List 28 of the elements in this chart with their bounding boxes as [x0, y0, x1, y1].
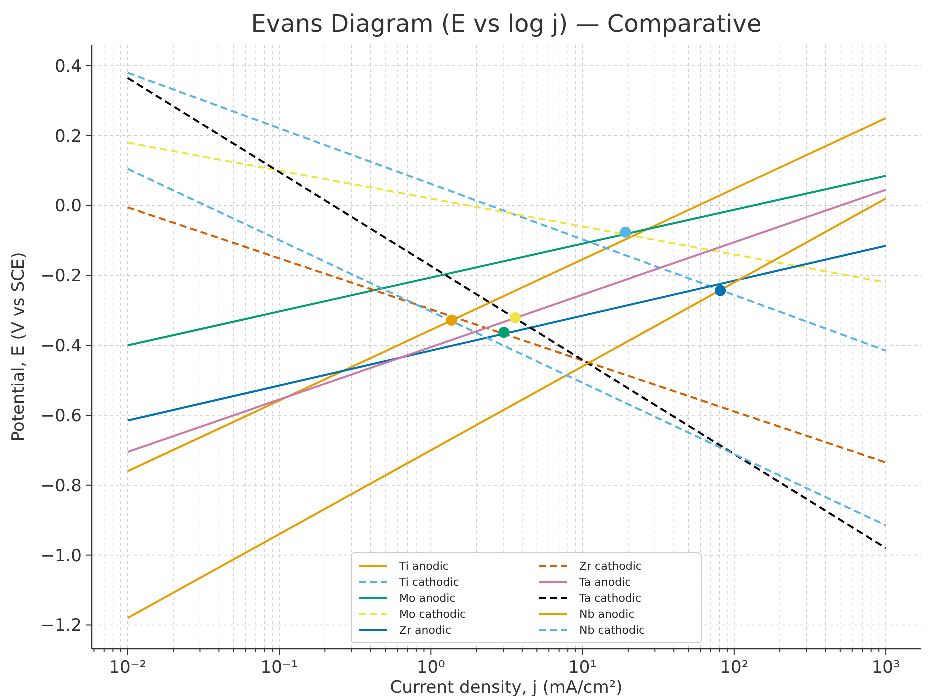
y-tick-label: −0.8 — [40, 476, 82, 496]
legend-label: Nb cathodic — [580, 624, 646, 637]
x-tick-label: 10⁻² — [109, 658, 147, 678]
chart-title: Evans Diagram (E vs log j) — Comparative — [251, 10, 762, 38]
legend-label: Mo anodic — [400, 592, 456, 605]
legend-label: Zr anodic — [400, 624, 452, 637]
y-tick-label: 0.4 — [54, 56, 82, 77]
y-tick-label: −1.2 — [40, 616, 82, 636]
x-tick-label: 10² — [720, 658, 749, 678]
legend-label: Ti anodic — [398, 560, 449, 573]
x-tick-label: 10⁰ — [416, 658, 446, 678]
y-tick-label: −0.6 — [40, 406, 82, 426]
y-tick-label: −1.0 — [40, 546, 82, 566]
y-tick-label: 0.2 — [54, 126, 82, 147]
legend-label: Zr cathodic — [580, 560, 642, 573]
legend-label: Ta cathodic — [578, 592, 642, 605]
x-axis-title: Current density, j (mA/cm²) — [390, 678, 623, 698]
y-tick-label: 0.0 — [54, 196, 82, 217]
y-tick-label: −0.4 — [40, 336, 82, 357]
legend-label: Ta anodic — [578, 576, 632, 589]
legend-label: Nb anodic — [580, 608, 635, 621]
y-axis-title: Potential, E (V vs SCE) — [9, 252, 29, 442]
legend-label: Ti cathodic — [398, 576, 460, 589]
x-tick-label: 10¹ — [568, 658, 598, 678]
x-tick-label: 10³ — [872, 658, 900, 678]
y-tick-label: −0.2 — [40, 266, 82, 287]
x-tick-label: 10⁻¹ — [260, 658, 298, 678]
legend-label: Mo cathodic — [400, 608, 466, 621]
